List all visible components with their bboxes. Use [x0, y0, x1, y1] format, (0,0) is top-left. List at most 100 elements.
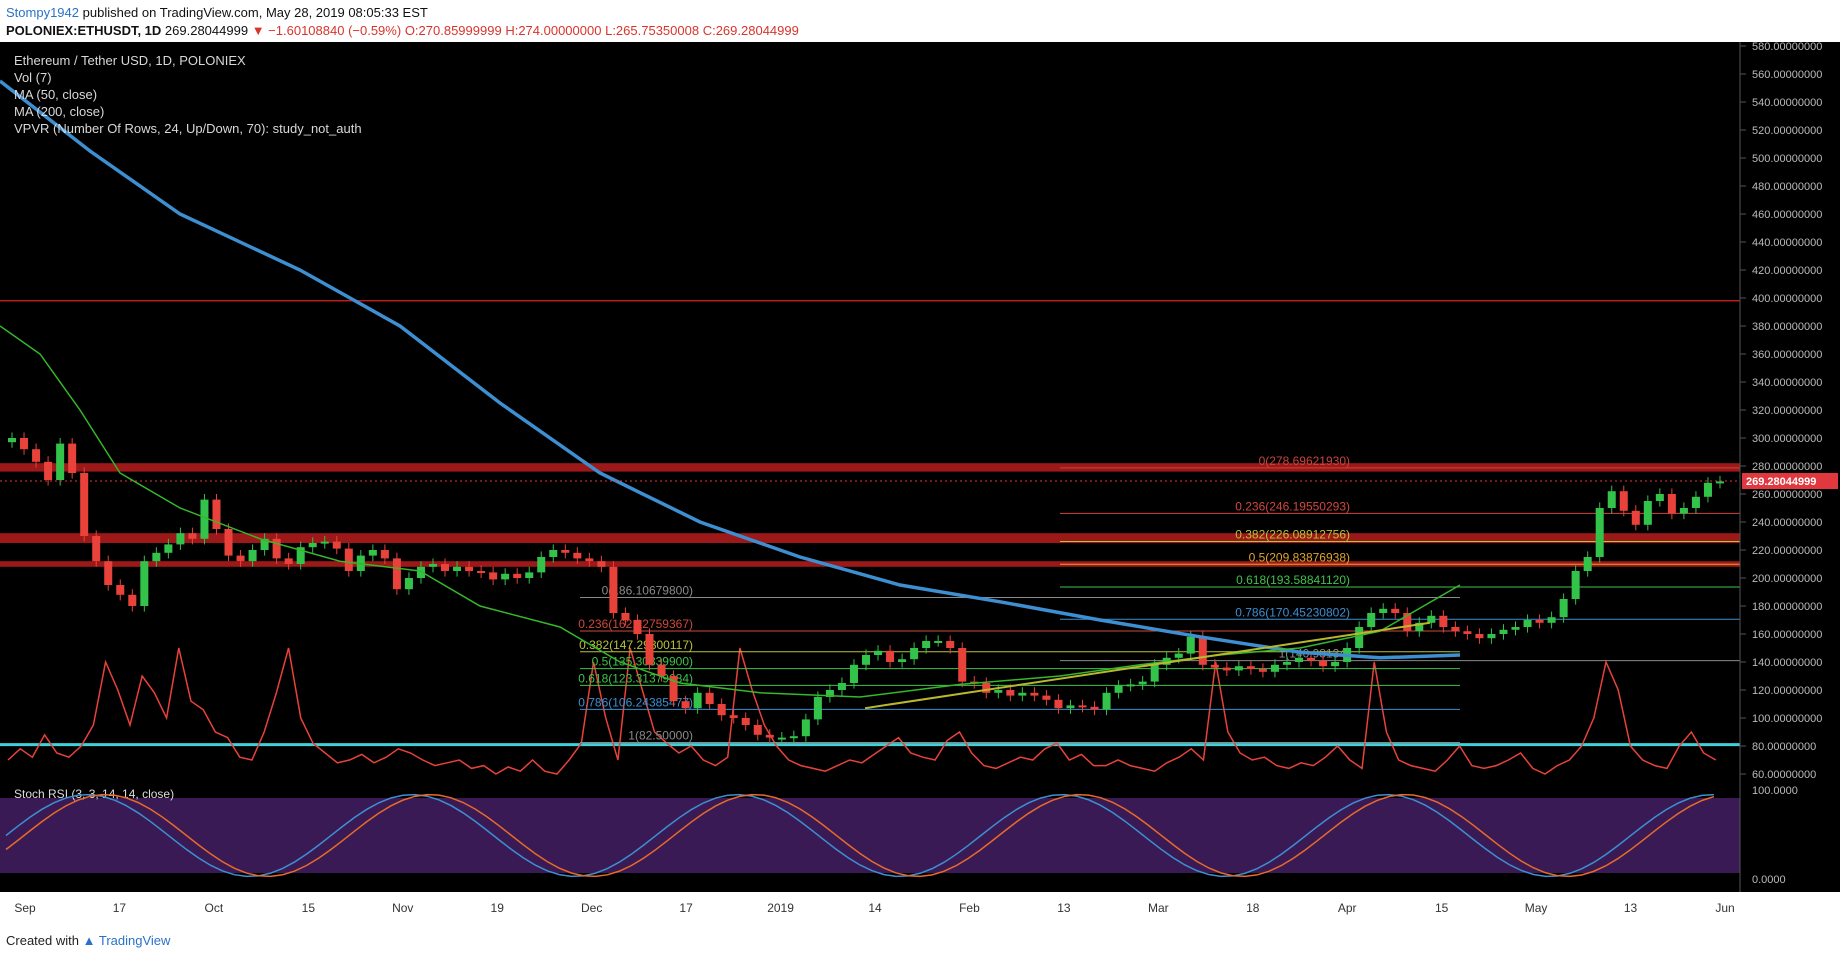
low-label: L:265.75350008 [605, 23, 700, 38]
publish-line: Stompy1942 published on TradingView.com,… [6, 4, 799, 22]
x-tick-label: 17 [679, 901, 693, 915]
candle-body [849, 664, 858, 683]
y-tick-label: 580.00000000 [1752, 42, 1822, 53]
candle-body [272, 538, 281, 559]
last-price-tag-bg [1742, 473, 1838, 490]
fib-upper-label: 0.236(246.19550293) [1235, 499, 1350, 513]
last-price: 269.28044999 [164, 23, 249, 38]
candle-body [1715, 481, 1724, 484]
x-tick-label: 15 [302, 901, 316, 915]
candle-body [1535, 620, 1544, 623]
candle-body [1559, 599, 1568, 618]
candle-body [898, 659, 907, 662]
candle-body [1210, 664, 1219, 668]
candle-body [597, 561, 606, 567]
candle-body [1667, 494, 1676, 514]
y-tick-label: 360.00000000 [1752, 349, 1822, 361]
y-tick-label: 460.00000000 [1752, 209, 1822, 221]
candle-body [116, 585, 125, 595]
candle-body [801, 719, 810, 737]
candle-body [537, 557, 546, 573]
candle-body [1006, 690, 1015, 696]
candle-body [501, 573, 510, 580]
candle-body [813, 697, 822, 720]
x-tick-label: 18 [1246, 901, 1260, 915]
candle-body [1114, 685, 1123, 693]
candle-body [1427, 615, 1436, 623]
symbol-label: POLONIEX:ETHUSDT, 1D [6, 23, 162, 38]
candle-body [1595, 508, 1604, 557]
candle-body [621, 613, 630, 620]
candle-body [320, 541, 329, 544]
y-tick-label: 240.00000000 [1752, 517, 1822, 529]
candle-body [705, 692, 714, 704]
fib-upper-label: 0.618(193.58841120) [1236, 573, 1350, 587]
y-tick-label: 420.00000000 [1752, 265, 1822, 277]
candle-body [44, 461, 53, 480]
candle-body [837, 683, 846, 690]
footer-brand[interactable]: TradingView [98, 933, 171, 948]
candle-body [1655, 494, 1664, 501]
candle-body [296, 547, 305, 564]
fib-lower-label: 0.5(135.30339900) [592, 655, 693, 669]
candle-body [1270, 664, 1279, 672]
candle-body [344, 548, 353, 571]
candle-body [789, 736, 798, 739]
candle-body [1607, 491, 1616, 508]
candle-body [874, 650, 883, 655]
candle-body [8, 438, 17, 443]
candle-body [717, 704, 726, 716]
candle-body [224, 529, 233, 556]
candle-body [236, 555, 245, 562]
candle-body [140, 561, 149, 606]
candle-body [886, 650, 895, 662]
candle-body [453, 566, 462, 571]
price-chart[interactable]: 0(278.69621930) 0.236(246.19550293) 0.382(… [0, 42, 1840, 922]
x-tick-label: 14 [868, 901, 882, 915]
candle-body [1294, 657, 1304, 662]
candle-body [825, 690, 834, 697]
x-tick-label: Oct [205, 901, 224, 915]
x-tick-label: 2019 [767, 901, 794, 915]
x-tick-label: Jun [1715, 901, 1734, 915]
chart-legend: Ethereum / Tether USD, 1D, POLONIEX Vol … [14, 52, 362, 137]
candle-body [657, 664, 666, 676]
candle-body [1282, 662, 1291, 665]
candle-body [212, 499, 221, 529]
tradingview-logo-icon[interactable]: ▲ [82, 933, 96, 948]
candle-body [392, 558, 401, 590]
candle-body [56, 443, 65, 480]
candle-body [1186, 636, 1195, 654]
y-tick-label: 380.00000000 [1752, 321, 1822, 333]
candle-body [1174, 653, 1183, 658]
high-label: H:274.00000000 [505, 23, 602, 38]
open-label: O:270.85999999 [404, 23, 502, 38]
candle-body [1102, 692, 1111, 710]
y-tick-label: 60.00000000 [1752, 769, 1816, 781]
legend-ma200: MA (200, close) [14, 104, 105, 119]
legend-ma50: MA (50, close) [14, 87, 98, 102]
candle-body [946, 641, 955, 648]
x-tick-label: 13 [1624, 901, 1638, 915]
author-link[interactable]: Stompy1942 [6, 5, 79, 20]
fib-lower-label: 1(82.50000) [628, 729, 693, 743]
fib-lower-label: 0.786(106.24385477) [578, 695, 693, 709]
candle-body [573, 552, 582, 559]
candle-body [1643, 501, 1652, 525]
candle-body [68, 443, 77, 473]
candle-body [1631, 510, 1640, 525]
footer-created: Created with [6, 933, 79, 948]
price-change: ▼ −1.60108840 (−0.59%) [251, 23, 402, 38]
candle-body [1511, 627, 1520, 630]
candle-body [1487, 634, 1496, 639]
candle-body [1331, 662, 1340, 667]
candle-body [368, 550, 377, 556]
candle-body [308, 543, 317, 548]
candle-body [1222, 667, 1231, 671]
y-tick-label: 260.00000000 [1752, 489, 1822, 501]
candle-body [910, 648, 919, 660]
y-tick-label: 480.00000000 [1752, 181, 1822, 193]
candle-body [681, 701, 690, 709]
x-tick-label: 13 [1057, 901, 1071, 915]
candle-body [1691, 496, 1700, 508]
